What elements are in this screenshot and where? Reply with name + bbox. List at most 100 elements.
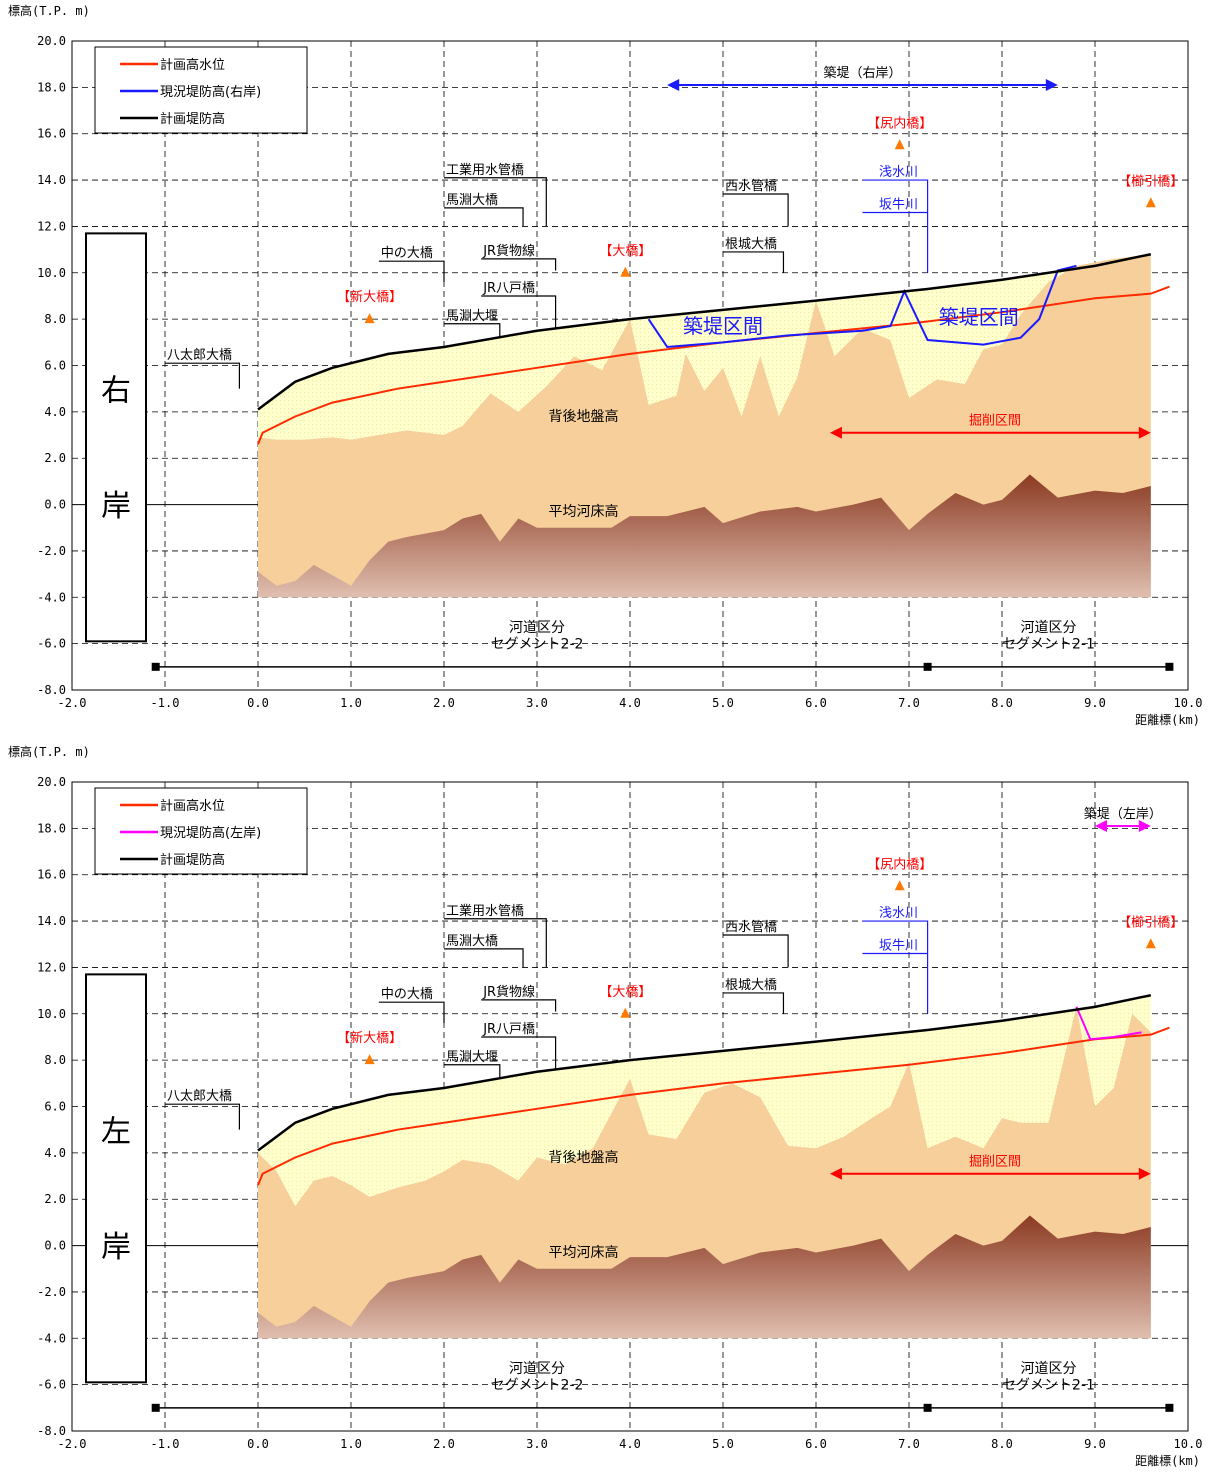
x-tick-label: 6.0 bbox=[805, 1437, 827, 1451]
bridge-label: JR貨物線 bbox=[482, 243, 535, 259]
y-tick-label: 16.0 bbox=[37, 127, 66, 141]
bridge-leader bbox=[723, 251, 785, 273]
embankment-arrow-head bbox=[1138, 820, 1151, 833]
x-tick-label: 6.0 bbox=[805, 696, 827, 710]
excavation-label: 掘削区間 bbox=[969, 1155, 1021, 1170]
bridge-label: JR八戸橋 bbox=[482, 281, 535, 296]
bridge-leader bbox=[723, 992, 785, 1014]
annotation-text: 平均河床高 bbox=[549, 1244, 619, 1261]
y-tick-label: 2.0 bbox=[44, 1192, 66, 1206]
bridge-label: 八太郎大橋 bbox=[167, 1089, 232, 1104]
excavation-arrow-head bbox=[1138, 1167, 1151, 1180]
x-tick-label: 3.0 bbox=[526, 1437, 548, 1451]
bridge-label: 馬淵大橋 bbox=[446, 934, 498, 949]
legend-label: 計画高水位 bbox=[160, 798, 225, 814]
y-tick-label: 0.0 bbox=[44, 498, 66, 512]
embankment-section-label: 築堤区間 bbox=[683, 314, 763, 338]
excavation-arrow-head bbox=[1138, 426, 1151, 439]
bridge-leader bbox=[481, 1036, 557, 1070]
y-tick-label: 18.0 bbox=[37, 80, 66, 94]
hwl-line bbox=[257, 1026, 1170, 1186]
bridge-leader bbox=[444, 948, 524, 968]
bridge-label: 西水管橋 bbox=[725, 179, 777, 194]
y-tick-label: 12.0 bbox=[37, 219, 66, 233]
tributary-leader bbox=[862, 920, 929, 1014]
bank-label-box bbox=[85, 973, 147, 1384]
bridge-marker bbox=[894, 139, 905, 150]
x-tick-label: 2.0 bbox=[433, 696, 455, 710]
bridge-label: 西水管橋 bbox=[725, 920, 777, 935]
y-tick-label: 14.0 bbox=[37, 173, 66, 187]
y-tick-label: 4.0 bbox=[44, 405, 66, 419]
x-tick-label: -1.0 bbox=[151, 1437, 180, 1451]
segment-marker bbox=[923, 662, 932, 671]
y-tick-label: 10.0 bbox=[37, 266, 66, 280]
segment-marker bbox=[1165, 662, 1174, 671]
bridge-label: 中の大橋 bbox=[381, 246, 433, 261]
riverbed-area bbox=[258, 474, 1151, 598]
y-tick-label: -6.0 bbox=[37, 1378, 66, 1392]
bank-label-char: 岸 bbox=[101, 489, 131, 524]
bridge-leader bbox=[444, 323, 501, 338]
bridge-label: 馬淵大堰 bbox=[446, 309, 498, 324]
chart-left-bank: 20.0 18.0 16.0 14.0 12.0 10.0 8.0 6.0 4.0 2.0 0.0 -… bbox=[8, 744, 1203, 1468]
levee-zone-fill bbox=[258, 254, 1151, 440]
y-tick-label: 2.0 bbox=[44, 451, 66, 465]
x-axis-title: 距離標(km) bbox=[1135, 1454, 1200, 1468]
embankment-label: 築堤（右岸） bbox=[823, 66, 901, 81]
segment-marker bbox=[923, 1403, 932, 1412]
y-tick-label: -2.0 bbox=[37, 1285, 66, 1299]
embankment-section-label: 築堤区間 bbox=[939, 305, 1019, 329]
annotation-text: 平均河床高 bbox=[549, 503, 619, 520]
tributary-label: 坂牛川 bbox=[879, 939, 918, 954]
legend-label: 計画堤防高 bbox=[160, 111, 225, 127]
bridge-label-red: 【新大橋】 bbox=[337, 1030, 402, 1046]
y-tick-label: 12.0 bbox=[37, 960, 66, 974]
hwl-line bbox=[257, 285, 1170, 445]
riverbed-area bbox=[258, 1215, 1151, 1339]
y-tick-label: 16.0 bbox=[37, 868, 66, 882]
excavation-arrow-head bbox=[829, 1167, 842, 1180]
x-tick-label: -2.0 bbox=[58, 1437, 87, 1451]
bridge-label: 馬淵大堰 bbox=[446, 1050, 498, 1065]
bank-label-box bbox=[85, 232, 147, 643]
legend-label: 現況堤防高(左岸) bbox=[160, 825, 261, 841]
x-tick-label: 10.0 bbox=[1174, 1437, 1203, 1451]
bank-label-char: 右 bbox=[101, 373, 131, 408]
legend-label: 現況堤防高(右岸) bbox=[160, 84, 261, 100]
y-tick-label: 20.0 bbox=[37, 775, 66, 789]
bridge-leader bbox=[481, 258, 557, 271]
y-tick-label: 18.0 bbox=[37, 821, 66, 835]
segment-marker bbox=[151, 662, 160, 671]
annotation-text: 背後地盤高 bbox=[549, 408, 619, 425]
segment-marker bbox=[151, 1403, 160, 1412]
x-tick-label: 0.0 bbox=[247, 696, 269, 710]
bridge-leader bbox=[378, 1001, 445, 1024]
annotation-text: 背後地盤高 bbox=[549, 1149, 619, 1166]
annotation-text: 河道区分 bbox=[509, 1361, 565, 1377]
bridge-label: 中の大橋 bbox=[381, 987, 433, 1002]
bridge-label-red: 【大橋】 bbox=[599, 985, 651, 1000]
legend-label: 計画堤防高 bbox=[160, 852, 225, 868]
bridge-label: 根城大橋 bbox=[725, 237, 777, 252]
y-tick-label: -2.0 bbox=[37, 544, 66, 558]
bridge-label-red: 【新大橋】 bbox=[337, 289, 402, 305]
annotation-text: 河道区分 bbox=[509, 620, 565, 636]
segment-marker bbox=[1165, 1403, 1174, 1412]
annotation-text: セグメント2-1 bbox=[1002, 636, 1095, 652]
bank-label-char: 左 bbox=[101, 1114, 131, 1149]
annotation-text: セグメント2-1 bbox=[1002, 1377, 1095, 1393]
y-tick-label: 14.0 bbox=[37, 914, 66, 928]
y-tick-label: 8.0 bbox=[44, 312, 66, 326]
y-axis-title: 標高(T.P. m) bbox=[8, 3, 90, 18]
bridge-marker bbox=[364, 313, 375, 324]
bridge-marker bbox=[1145, 197, 1156, 208]
y-tick-label: -8.0 bbox=[37, 683, 66, 697]
y-axis-title: 標高(T.P. m) bbox=[8, 744, 90, 759]
tributary-leader bbox=[862, 179, 929, 273]
x-tick-label: 8.0 bbox=[991, 696, 1013, 710]
excavation-arrow-head bbox=[829, 426, 842, 439]
x-tick-label: 4.0 bbox=[619, 1437, 641, 1451]
